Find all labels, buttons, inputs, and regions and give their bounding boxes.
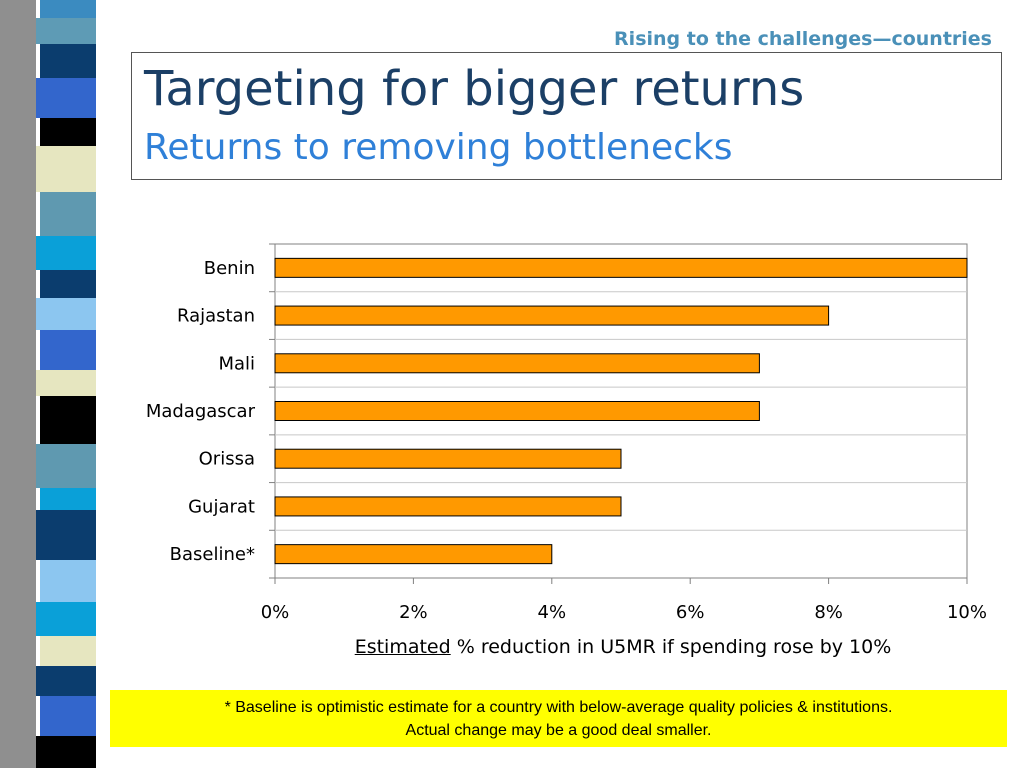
decorative-side-strip [0, 0, 100, 768]
x-tick-label: 6% [676, 602, 705, 623]
bar [274, 544, 553, 565]
strip-block [40, 118, 96, 146]
strip-block [36, 510, 96, 560]
strip-block [36, 78, 96, 118]
footnote-line-2: Actual change may be a good deal smaller… [405, 722, 712, 739]
category-label: Madagascar [146, 401, 256, 422]
title-box: Targeting for bigger returns Returns to … [131, 52, 1002, 180]
x-tick-label: 8% [814, 602, 843, 623]
x-axis-label-emphasis: Estimated [354, 636, 451, 658]
x-tick-label: 10% [947, 602, 987, 623]
category-label: Gujarat [188, 496, 255, 517]
bar [274, 353, 760, 374]
strip-block [36, 736, 96, 768]
footnote-line-1: * Baseline is optimistic estimate for a … [224, 699, 893, 716]
strip-block [40, 44, 96, 78]
strip-block [40, 696, 96, 736]
section-kicker: Rising to the challenges—countries [614, 28, 992, 50]
bar [274, 448, 622, 469]
strip-block [40, 636, 96, 666]
strip-block [36, 370, 96, 396]
strip-block [40, 192, 96, 236]
strip-block [40, 330, 96, 370]
bar [274, 401, 760, 421]
strip-block [40, 0, 96, 18]
strip-block [36, 298, 96, 330]
bar [274, 305, 830, 326]
strip-block [36, 236, 96, 270]
slide-subtitle: Returns to removing bottlenecks [144, 127, 733, 168]
strip-gray-band [0, 0, 36, 768]
footnote-box: * Baseline is optimistic estimate for a … [110, 690, 1007, 747]
x-tick-label: 0% [261, 602, 290, 623]
slide-title: Targeting for bigger returns [144, 61, 805, 117]
x-tick-label: 2% [399, 602, 428, 623]
strip-block [40, 270, 96, 298]
x-axis-label-rest: % reduction in U5MR if spending rose by … [450, 636, 892, 658]
strip-block [36, 444, 96, 488]
x-tick-label: 4% [538, 602, 567, 623]
category-label: Mali [218, 353, 255, 374]
strip-block [36, 18, 96, 44]
strip-color-blocks [36, 0, 100, 768]
strip-block [40, 488, 96, 510]
category-label: Baseline* [170, 544, 255, 565]
strip-block [40, 396, 96, 444]
strip-block [40, 560, 96, 602]
bar [274, 257, 968, 278]
strip-block [36, 666, 96, 696]
x-axis-label: Estimated % reduction in U5MR if spendin… [278, 636, 968, 658]
category-label: Benin [204, 258, 255, 279]
strip-block [36, 602, 96, 636]
bar [274, 496, 622, 517]
category-label: Rajastan [177, 306, 255, 327]
category-label: Orissa [199, 449, 255, 470]
strip-block [36, 146, 96, 192]
